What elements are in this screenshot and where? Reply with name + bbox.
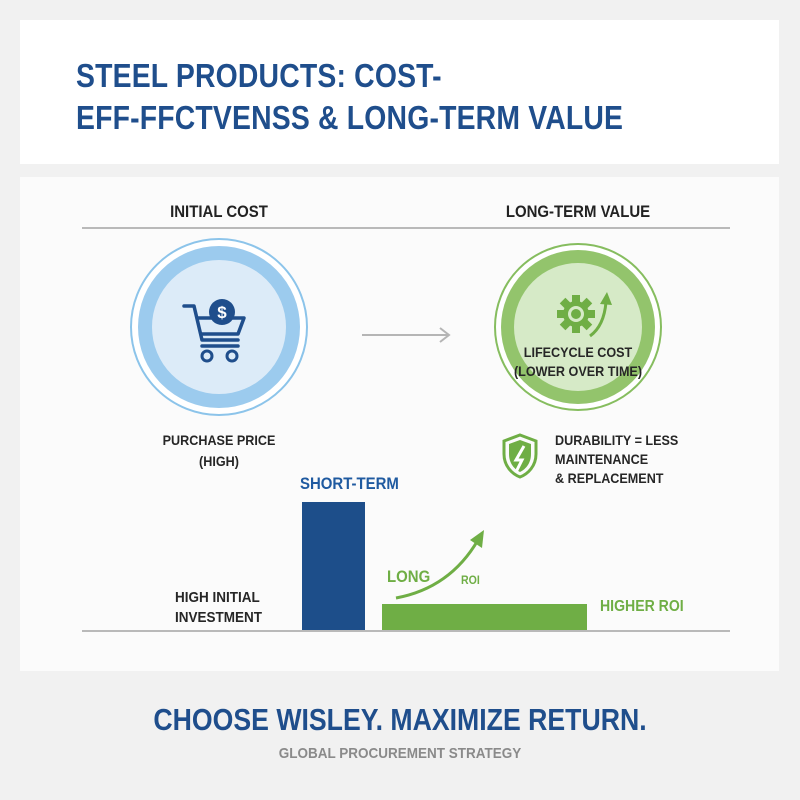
shopping-cart-dollar-icon: $ [182, 299, 246, 363]
lifecycle-cost-line-1: LIFECYCLE COST [523, 344, 633, 360]
purchase-price-label: PURCHASE PRICE [162, 432, 276, 448]
lifecycle-cost-line-2: (LOWER OVER TIME) [513, 363, 643, 379]
shield-icon [502, 433, 538, 479]
long-term-value-heading: LONG-TERM VALUE [505, 202, 651, 221]
durability-line-3: & REPLACEMENT [555, 470, 664, 486]
initial-cost-heading: INITIAL COST [170, 202, 268, 221]
tagline: CHOOSE WISLEY. MAXIMIZE RETURN. [153, 702, 647, 737]
curved-up-arrow-icon [395, 530, 484, 600]
header-panel [20, 20, 779, 164]
arrow-right-icon [362, 327, 451, 343]
svg-text:$: $ [217, 303, 227, 322]
long-label: LONG [387, 567, 431, 586]
gear-growth-arrow-icon [557, 292, 612, 338]
page-title-line-1: STEEL PRODUCTS: COST- [76, 57, 442, 94]
higher-roi-label: HIGHER ROI [600, 598, 684, 615]
initial-cost-circle-inner [152, 260, 286, 394]
long-term-bar [382, 604, 587, 631]
short-term-label: SHORT-TERM [300, 474, 399, 493]
chart-baseline [82, 630, 730, 632]
header-divider [82, 227, 730, 229]
short-term-bar [302, 502, 365, 631]
comparison-panel [20, 177, 779, 671]
high-initial-investment-line-2: INVESTMENT [175, 609, 263, 626]
durability-line-2: MAINTENANCE [555, 451, 649, 467]
durability-line-1: DURABILITY = LESS [555, 432, 679, 448]
purchase-price-qualifier: (HIGH) [199, 453, 239, 469]
high-initial-investment-line-1: HIGH INITIAL [175, 589, 260, 606]
roi-label: ROI [461, 573, 480, 587]
page-title-line-2: EFF-FFCTVENSS & LONG-TERM VALUE [76, 99, 624, 136]
subtagline: GLOBAL PROCUREMENT STRATEGY [278, 745, 522, 762]
